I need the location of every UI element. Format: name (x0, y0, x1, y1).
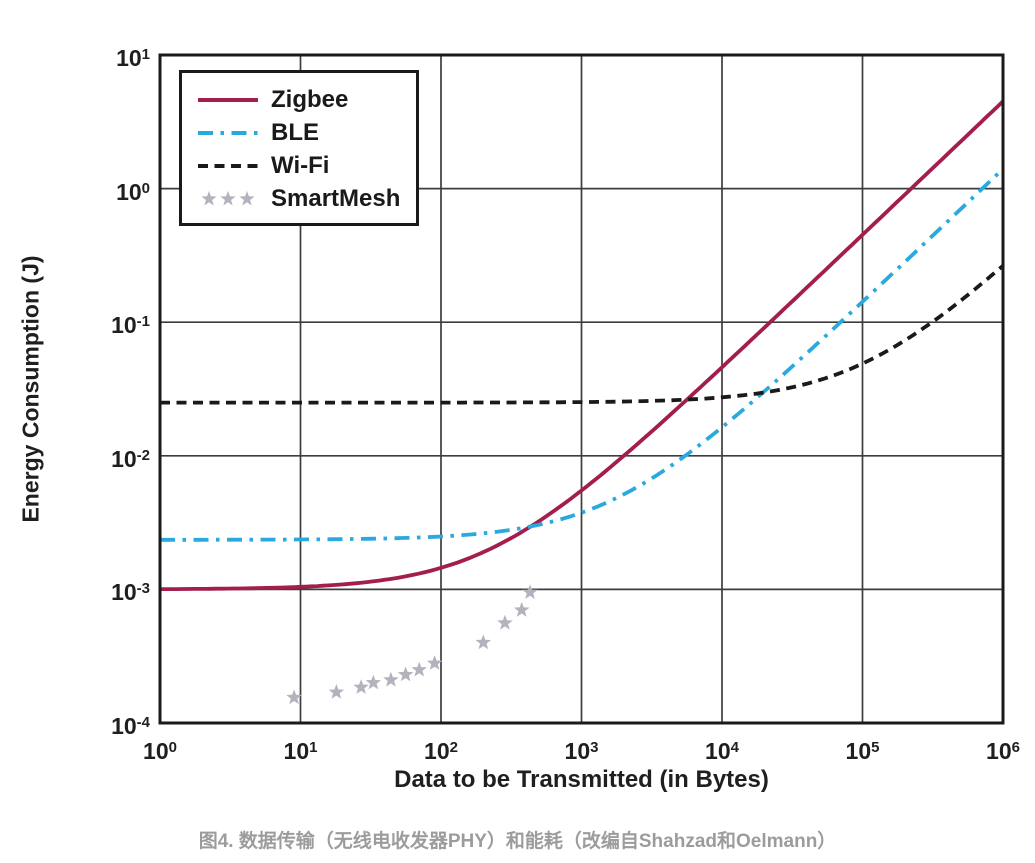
legend-item-ble: BLE (198, 116, 416, 149)
smartmesh-stars-sample-icon (201, 190, 255, 205)
legend-item-smartmesh: SmartMesh (198, 182, 416, 215)
x-axis-label: Data to be Transmitted (in Bytes) (394, 766, 769, 793)
x-tick-label: 106 (986, 738, 1020, 764)
y-tick-label: 10-2 (111, 445, 150, 472)
legend-label: Zigbee (271, 85, 349, 113)
x-tick-label: 102 (424, 738, 458, 764)
legend-label: BLE (271, 118, 319, 146)
legend-item-zigbee: Zigbee (198, 83, 416, 116)
y-tick-label: 10-1 (111, 312, 150, 339)
x-tick-label: 100 (143, 738, 177, 764)
ble-line-sample-icon (198, 130, 258, 135)
x-tick-label: 103 (564, 738, 599, 764)
legend-label: Wi-Fi (271, 151, 330, 179)
wifi-line-sample-icon (198, 163, 258, 168)
y-tick-label: 101 (116, 45, 150, 71)
y-tick-label: 100 (116, 178, 150, 205)
legend-label: SmartMesh (271, 184, 401, 212)
x-tick-label: 101 (283, 738, 318, 764)
y-tick-label: 10-3 (111, 579, 150, 606)
figure-caption: 图4. 数据传输（无线电收发器PHY）和能耗（改编自Shahzad和Oelman… (198, 831, 837, 852)
x-tick-label: 105 (845, 738, 880, 764)
chart-plot-area (158, 53, 1005, 725)
legend: Zigbee BLE Wi-Fi SmartMesh (179, 70, 419, 226)
y-axis-label: Energy Consumption (J) (17, 255, 44, 523)
zigbee-line-sample-icon (198, 97, 258, 102)
legend-item-wifi: Wi-Fi (198, 149, 416, 182)
x-tick-label: 104 (705, 738, 739, 764)
y-tick-label: 10-4 (111, 713, 150, 739)
